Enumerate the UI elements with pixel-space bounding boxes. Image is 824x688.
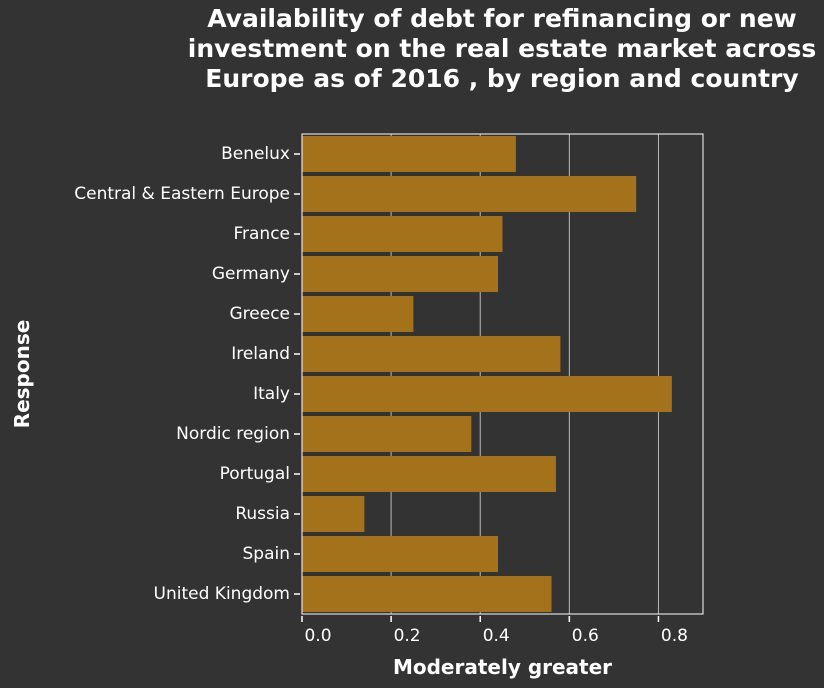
bar xyxy=(302,576,552,612)
y-tick-label: Germany xyxy=(212,264,290,284)
y-tick-label: Ireland xyxy=(231,344,290,364)
bar xyxy=(302,536,499,572)
x-axis-title: Moderately greater xyxy=(393,655,612,679)
bar xyxy=(302,496,365,532)
bar xyxy=(302,376,672,412)
y-tick-label: Nordic region xyxy=(176,424,290,444)
bar xyxy=(302,176,637,212)
plot-frame xyxy=(301,133,704,615)
y-tick-label: Russia xyxy=(235,504,290,524)
bar xyxy=(302,416,472,452)
x-tick-label: 0.2 xyxy=(394,626,421,646)
bar xyxy=(302,296,414,332)
y-tick-label: Portugal xyxy=(220,464,290,484)
chart-title: Availability of debt for refinancing or … xyxy=(187,4,817,93)
x-tick-label: 0.4 xyxy=(483,626,510,646)
y-tick-label: United Kingdom xyxy=(154,584,290,604)
bar xyxy=(302,136,516,172)
x-tick-label: 0.6 xyxy=(572,626,599,646)
bar xyxy=(302,256,499,292)
y-tick-label: Italy xyxy=(253,384,290,404)
bar xyxy=(302,336,561,372)
y-tick-label: France xyxy=(233,224,290,244)
x-tick-label: 0.0 xyxy=(304,626,331,646)
y-tick-label: Central & Eastern Europe xyxy=(74,184,290,204)
y-axis-title: Response xyxy=(10,320,34,429)
x-tick-label: 0.8 xyxy=(661,626,688,646)
y-tick-label: Greece xyxy=(229,304,290,324)
bar xyxy=(302,216,503,252)
y-tick-label: Benelux xyxy=(221,144,290,164)
y-tick-label: Spain xyxy=(243,544,291,564)
bar xyxy=(302,456,556,492)
